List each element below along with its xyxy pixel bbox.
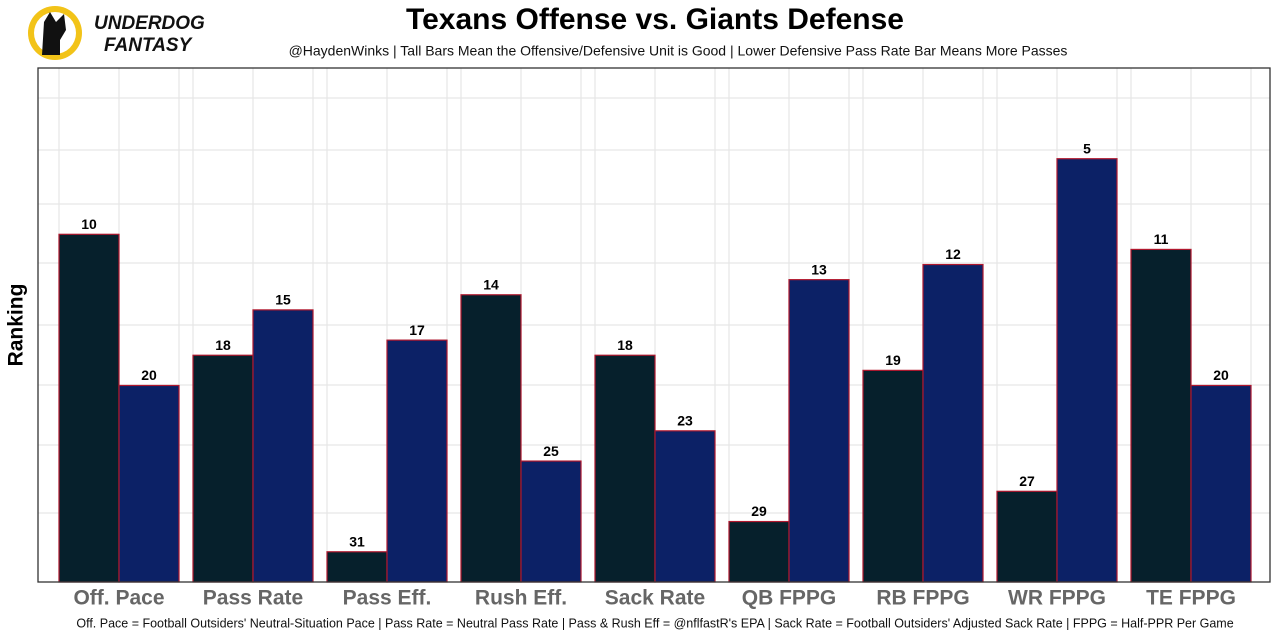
data-label: 23 <box>677 413 693 429</box>
logo-text: FANTASY <box>104 35 194 56</box>
data-label: 17 <box>409 322 425 338</box>
y-axis-label: Ranking <box>5 284 28 367</box>
data-label: 13 <box>811 261 827 277</box>
chart-subtitle: @HaydenWinks | Tall Bars Mean the Offens… <box>289 43 1068 59</box>
logo-text: UNDERDOG <box>94 13 205 34</box>
bar <box>1130 248 1192 583</box>
x-tick-label: Pass Eff. <box>343 587 432 610</box>
data-label: 31 <box>349 533 365 549</box>
x-tick-label: RB FPPG <box>876 587 969 610</box>
x-tick-label: QB FPPG <box>742 587 837 610</box>
bar <box>1056 158 1118 583</box>
data-label: 14 <box>483 276 499 292</box>
bar <box>460 294 522 583</box>
data-label: 25 <box>543 443 559 459</box>
bar <box>728 520 790 583</box>
bar <box>386 339 448 583</box>
data-label: 11 <box>1154 231 1169 247</box>
data-label: 29 <box>751 503 767 519</box>
data-label: 18 <box>215 337 231 353</box>
x-tick-label: Pass Rate <box>203 587 303 610</box>
bar <box>520 460 582 583</box>
bar <box>654 430 716 583</box>
data-label: 15 <box>275 292 291 308</box>
x-tick-label: WR FPPG <box>1008 587 1106 610</box>
bar <box>326 551 388 583</box>
data-label: 19 <box>885 352 901 368</box>
data-label: 5 <box>1083 140 1091 156</box>
bar <box>58 233 120 583</box>
bar <box>192 354 254 583</box>
bar <box>1190 384 1252 583</box>
x-tick-label: Rush Eff. <box>475 587 567 610</box>
data-label: 18 <box>617 337 633 353</box>
chart-title: Texans Offense vs. Giants Defense <box>406 3 904 36</box>
logo-dog <box>42 12 66 55</box>
logo: UNDERDOG FANTASY <box>28 6 205 60</box>
data-label: 20 <box>1213 367 1229 383</box>
bar <box>922 263 984 583</box>
x-tick-label: TE FPPG <box>1146 587 1236 610</box>
data-label: 27 <box>1019 473 1035 489</box>
data-label: 12 <box>945 246 961 262</box>
footnote: Off. Pace = Football Outsiders' Neutral-… <box>76 616 1233 630</box>
x-tick-label: Off. Pace <box>73 587 164 610</box>
data-label: 10 <box>81 216 97 232</box>
bar <box>788 279 850 583</box>
x-tick-label: Sack Rate <box>605 587 705 610</box>
data-label: 20 <box>141 367 157 383</box>
bar <box>862 369 924 583</box>
plot-frame <box>37 67 1271 583</box>
plot: 10 20 18 15 31 17 14 25 18 23 29 13 19 12 27 5 11 20 <box>58 140 1252 583</box>
bar <box>996 490 1058 583</box>
bar <box>594 354 656 583</box>
bar <box>118 384 180 583</box>
bar <box>252 309 314 583</box>
